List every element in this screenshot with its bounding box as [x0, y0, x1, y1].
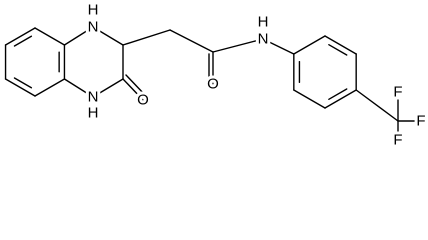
bond: [13, 35, 33, 47]
bond: [34, 27, 66, 46]
atom-label: F: [416, 113, 425, 130]
bond: [169, 29, 214, 53]
bond: [63, 26, 94, 46]
bond: [92, 78, 124, 98]
atom-label: O: [137, 92, 149, 109]
atom-label: H: [88, 105, 99, 122]
bond: [262, 38, 295, 55]
atom-label: N: [88, 89, 99, 106]
atom-label: H: [88, 2, 99, 19]
bond: [328, 43, 348, 56]
atom-label: F: [393, 132, 402, 149]
bond: [212, 38, 264, 53]
bond: [125, 74, 147, 97]
bond: [34, 78, 66, 97]
bond: [4, 27, 36, 46]
bond: [122, 78, 144, 101]
bond: [92, 26, 124, 46]
bond: [13, 77, 33, 89]
atom-label: N: [258, 31, 269, 48]
bond: [328, 88, 348, 101]
bond: [324, 35, 357, 55]
atom-labels: H N N H O O H N F F F: [85, 0, 428, 149]
molecule-diagram: H N N H O O H N F F F: [4, 0, 428, 149]
bond: [63, 78, 94, 98]
bond: [324, 89, 357, 109]
atom-label: F: [393, 84, 402, 101]
bond: [293, 89, 326, 109]
bond: [355, 89, 399, 122]
atom-label: N: [88, 19, 99, 36]
atom-label: H: [258, 14, 269, 31]
bond: [122, 29, 171, 46]
bond: [4, 78, 36, 97]
bond: [293, 35, 326, 55]
bonds: [4, 26, 422, 141]
atom-label: O: [207, 76, 219, 93]
